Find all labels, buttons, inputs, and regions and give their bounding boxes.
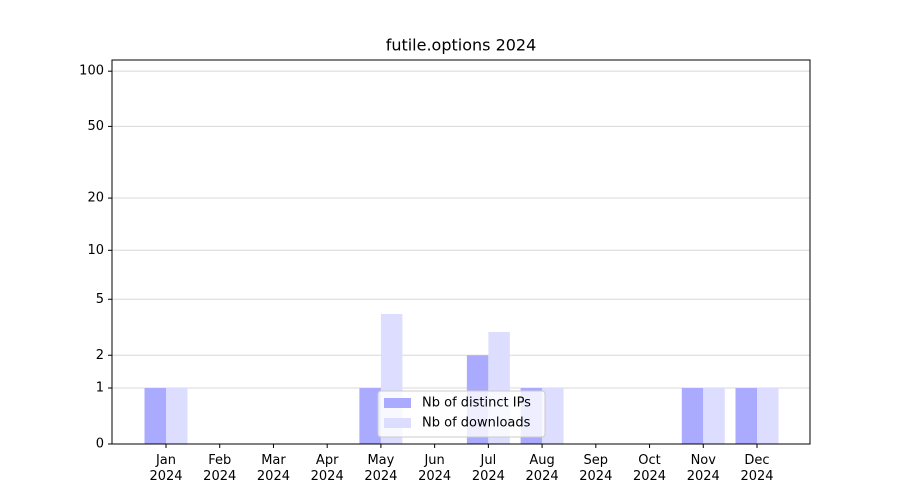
legend-label: Nb of downloads <box>422 416 531 431</box>
legend-swatch <box>384 418 411 428</box>
x-tick-label: Jul 2024 <box>471 453 505 484</box>
legend-box <box>377 390 546 438</box>
y-tick-label: 10 <box>87 243 104 258</box>
x-tick-label: May 2024 <box>364 453 398 484</box>
y-tick-label: 1 <box>96 381 104 396</box>
bar <box>166 388 188 444</box>
legend: Nb of distinct IPs Nb of downloads <box>377 390 546 438</box>
bar <box>681 388 704 444</box>
y-tick-label: 100 <box>79 64 104 79</box>
bar <box>703 388 725 444</box>
y-tick-label: 0 <box>96 437 104 452</box>
x-tick-label: Dec 2024 <box>740 453 774 484</box>
bar <box>757 388 779 444</box>
bar <box>359 388 381 444</box>
bar <box>144 388 166 444</box>
plot-frame <box>111 59 811 445</box>
x-tick-label: Mar 2024 <box>256 453 290 484</box>
x-tick-label: Feb 2024 <box>203 453 237 484</box>
y-tick-label: 50 <box>87 119 104 134</box>
x-tick-label: Jan 2024 <box>149 453 183 484</box>
x-tick-label: Aug 2024 <box>525 453 559 484</box>
legend-swatch <box>384 398 411 408</box>
y-tick-label: 2 <box>96 348 104 363</box>
x-tick-label: Jun 2024 <box>418 453 452 484</box>
x-tick-label: Sep 2024 <box>579 453 613 484</box>
x-tick-label: Apr 2024 <box>310 453 344 484</box>
bar <box>542 388 564 444</box>
x-tick-label: Nov 2024 <box>686 453 720 484</box>
bar <box>735 388 757 444</box>
y-tick-label: 20 <box>87 191 104 206</box>
x-tick-label: Oct 2024 <box>632 453 667 484</box>
y-tick-label: 5 <box>96 292 104 307</box>
chart-title: futile.options 2024 <box>386 36 537 55</box>
legend-label: Nb of distinct IPs <box>422 396 531 411</box>
